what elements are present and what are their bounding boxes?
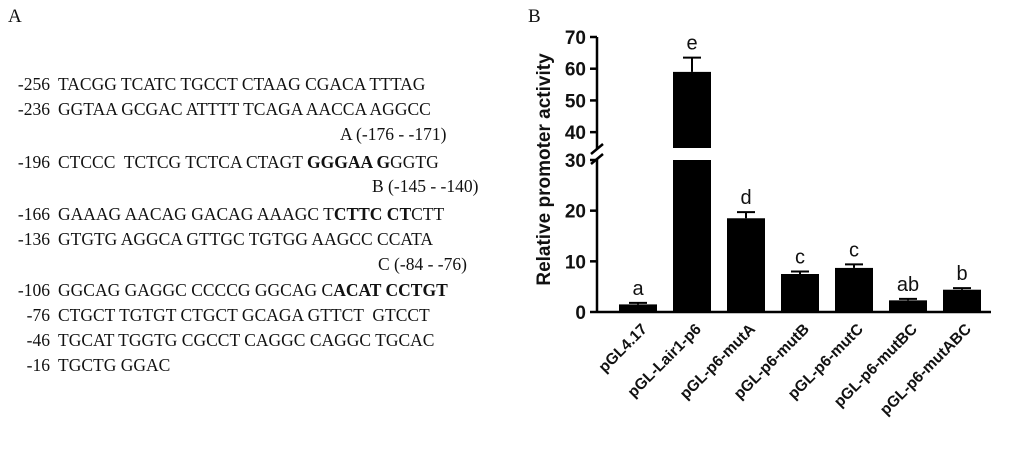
significance-letter: e — [686, 33, 697, 55]
category-label: pGL4.17 — [596, 321, 651, 376]
sequence-segment: GGCAG GAGGC CCCCG GGCAG C — [58, 280, 334, 300]
sequence-segment: CTT — [411, 204, 445, 224]
bar — [889, 300, 927, 312]
sequence-position: -136 — [17, 229, 50, 249]
binding-site-sequence: CTTC CT — [333, 204, 412, 224]
y-tick-label: 40 — [565, 123, 586, 144]
significance-letter: c — [795, 246, 805, 268]
bar — [619, 304, 657, 312]
site-annotation: C (-84 - -76) — [378, 254, 467, 274]
binding-site-sequence: GGGAA G — [307, 152, 391, 172]
sequence-position: -236 — [17, 99, 50, 119]
sequence-text: CTGCT TGTGT CTGCT GCAGA GTTCT GTCCT — [58, 305, 430, 326]
y-tick-label: 10 — [565, 252, 586, 273]
sequence-segment: GAAAG AACAG GACAG AAAGC T — [58, 204, 334, 224]
y-tick-label: 30 — [565, 151, 586, 172]
y-tick-label: 20 — [565, 202, 586, 223]
sequence-text: TGCAT TGGTG CGCCT CAGGC CAGGC TGCAC — [58, 330, 434, 351]
y-tick-label: 50 — [565, 91, 586, 112]
site-annotation: A (-176 - -171) — [340, 124, 447, 144]
axis-break-mark — [590, 143, 604, 155]
sequence-segment: TGCTG GGAC — [58, 355, 171, 375]
bar — [727, 218, 765, 312]
sequence-segment: GGTG — [390, 152, 439, 172]
sequence-text: GTGTG AGGCA GTTGC TGTGG AAGCC CCATA — [58, 229, 433, 250]
panel-a-label: A — [8, 6, 22, 27]
sequence-position: -196 — [17, 152, 50, 172]
sequence-segment: CTGCT TGTGT CTGCT GCAGA GTTCT GTCCT — [58, 305, 430, 325]
sequence-text: CTCCC TCTCG TCTCA CTAGT GGGAA GGGTG — [58, 152, 439, 173]
significance-letter: a — [632, 278, 644, 300]
sequence-position: -46 — [26, 330, 50, 350]
sequence-text: GGCAG GAGGC CCCCG GGCAG CACAT CCTGT — [58, 280, 448, 301]
promoter-activity-chart: apGL4.17epGL-Lair1-p6dpGL-p6-mutAcpGL-p6… — [534, 28, 991, 419]
bar — [673, 160, 711, 312]
bar — [673, 71, 711, 148]
sequence-segment: GTGTG AGGCA GTTGC TGTGG AAGCC CCATA — [58, 229, 434, 249]
sequence-position: -16 — [26, 355, 50, 375]
bar — [835, 267, 873, 312]
y-tick-label: 60 — [565, 60, 586, 81]
sequence-segment: GGTAA GCGAC ATTTT TCAGA AACCA AGGCC — [58, 99, 431, 119]
sequence-segment: TGCAT TGGTG CGCCT CAGGC CAGGC TGCAC — [58, 330, 435, 350]
y-tick-label: 0 — [575, 303, 586, 324]
category-label: pGL-p6-mutABC — [877, 321, 975, 419]
sequence-position: -106 — [17, 280, 50, 300]
significance-letter: d — [740, 187, 751, 209]
sequence-position: -256 — [17, 74, 50, 94]
bar — [943, 289, 981, 312]
binding-site-sequence: ACAT CCTGT — [333, 280, 448, 300]
site-annotation: B (-145 - -140) — [372, 176, 479, 196]
sequence-text: TGCTG GGAC — [58, 355, 170, 376]
sequence-position: -76 — [26, 305, 50, 325]
panel-b-label: B — [528, 6, 541, 27]
y-axis-label: Relative promoter activity — [534, 53, 555, 286]
sequence-segment: TACGG TCATC TGCCT CTAAG CGACA TTTAG — [58, 74, 426, 94]
sequence-text: GAAAG AACAG GACAG AAAGC TCTTC CTCTT — [58, 204, 444, 225]
significance-letter: ab — [897, 274, 919, 296]
sequence-panel: A -256 TACGG TCATC TGCCT CTAAG CGACA TTTA… — [8, 6, 479, 376]
sequence-text: GGTAA GCGAC ATTTT TCAGA AACCA AGGCC — [58, 99, 431, 120]
bar — [781, 274, 819, 312]
significance-letter: b — [956, 263, 967, 285]
y-tick-label: 70 — [565, 28, 586, 49]
sequence-text: TACGG TCATC TGCCT CTAAG CGACA TTTAG — [58, 74, 425, 95]
sequence-segment: CTCCC TCTCG TCTCA CTAGT — [58, 152, 307, 172]
sequence-position: -166 — [17, 204, 50, 224]
significance-letter: c — [849, 239, 859, 261]
